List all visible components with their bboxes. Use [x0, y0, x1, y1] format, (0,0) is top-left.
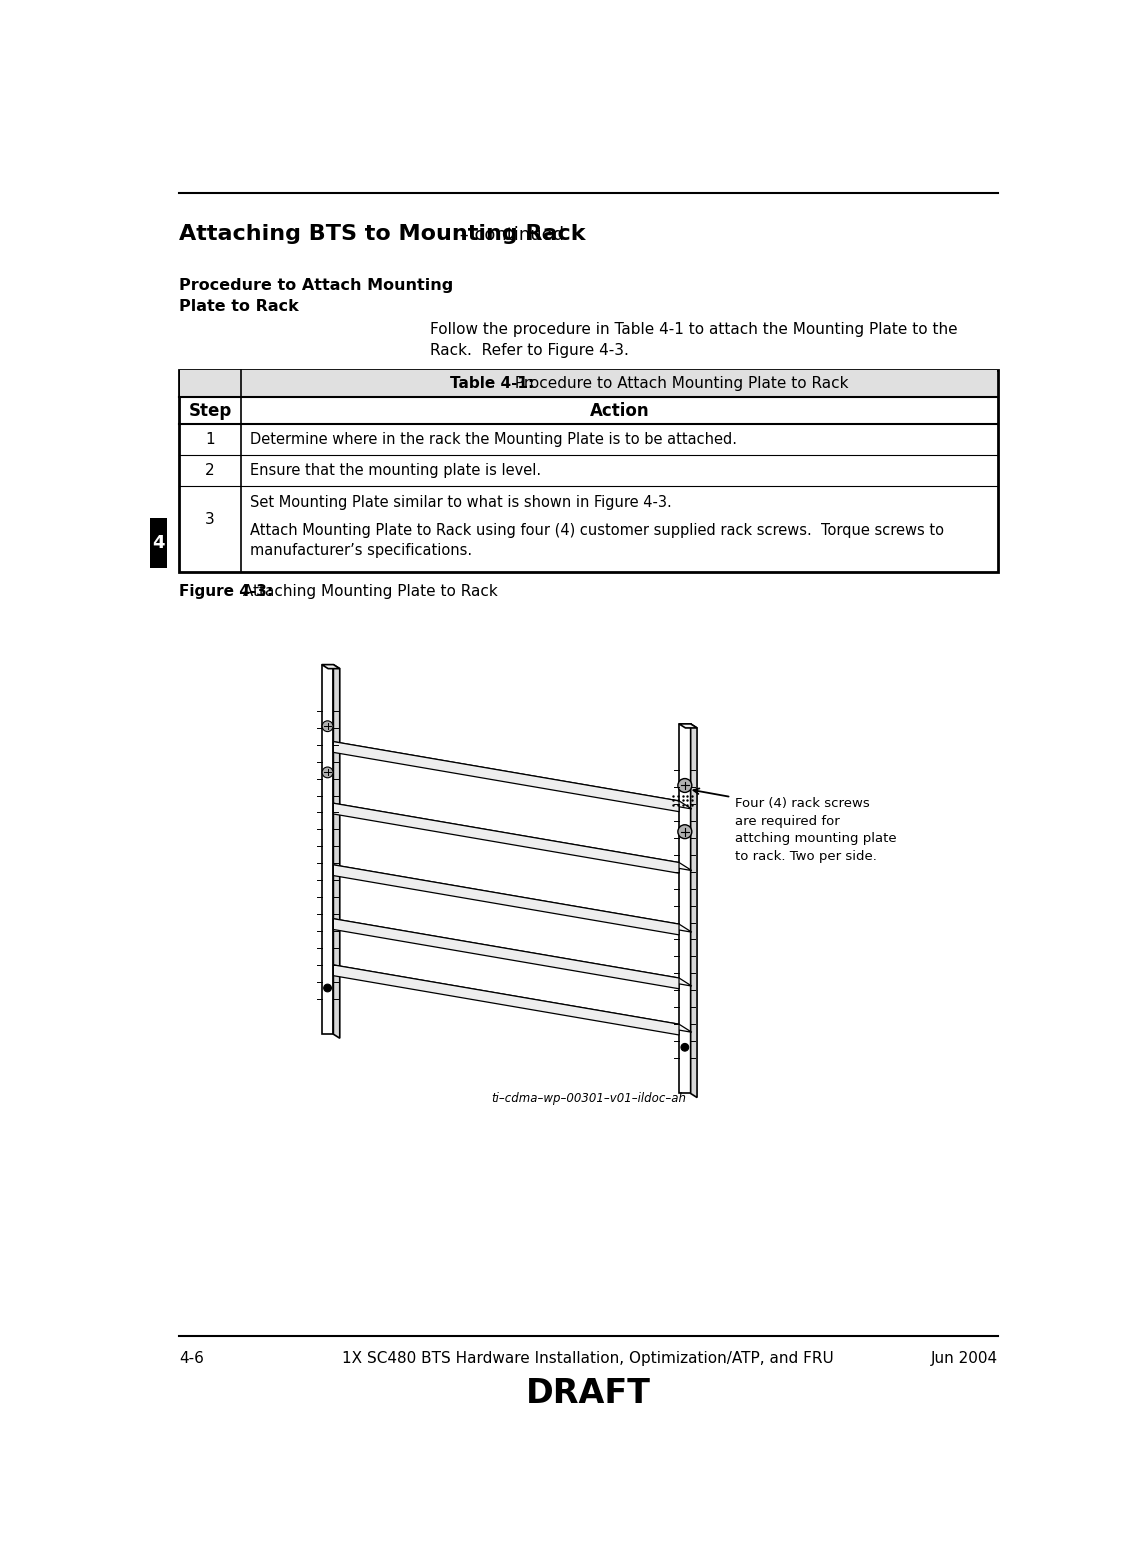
Polygon shape	[321, 665, 333, 1034]
Circle shape	[677, 825, 692, 839]
Polygon shape	[333, 864, 678, 934]
Text: Procedure to Attach Mounting Plate to Rack: Procedure to Attach Mounting Plate to Ra…	[510, 376, 848, 392]
Text: DRAFT: DRAFT	[526, 1377, 651, 1410]
Polygon shape	[321, 665, 340, 669]
Bar	[180, 370, 996, 396]
Text: ti–cdma–wp–00301–v01–ildoc–ah: ti–cdma–wp–00301–v01–ildoc–ah	[491, 1092, 685, 1104]
Text: Determine where in the rack the Mounting Plate is to be attached.: Determine where in the rack the Mounting…	[250, 432, 737, 448]
Text: Attach Mounting Plate to Rack using four (4) customer supplied rack screws.  Tor: Attach Mounting Plate to Rack using four…	[250, 523, 945, 558]
Text: Attaching Mounting Plate to Rack: Attaching Mounting Plate to Rack	[238, 583, 498, 599]
Text: 1X SC480 BTS Hardware Installation, Optimization/ATP, and FRU: 1X SC480 BTS Hardware Installation, Opti…	[342, 1351, 835, 1367]
Text: 4: 4	[152, 535, 164, 552]
Polygon shape	[333, 803, 678, 874]
Text: 2: 2	[205, 463, 215, 477]
Text: – continued: – continued	[455, 226, 565, 243]
Text: 1: 1	[205, 432, 215, 448]
Circle shape	[323, 768, 333, 778]
Polygon shape	[333, 741, 678, 811]
Polygon shape	[333, 741, 692, 810]
Polygon shape	[333, 665, 340, 1039]
Text: Attaching BTS to Mounting Rack: Attaching BTS to Mounting Rack	[179, 225, 585, 245]
Text: 3: 3	[205, 512, 215, 527]
Circle shape	[324, 984, 332, 992]
Polygon shape	[333, 919, 678, 989]
Polygon shape	[333, 919, 692, 986]
Text: Four (4) rack screws
are required for
attching mounting plate
to rack. Two per s: Four (4) rack screws are required for at…	[735, 797, 897, 863]
Bar	[149, 518, 166, 568]
Text: 4-6: 4-6	[179, 1351, 204, 1367]
Text: Procedure to Attach Mounting
Plate to Rack: Procedure to Attach Mounting Plate to Ra…	[179, 278, 453, 314]
Circle shape	[681, 1044, 689, 1051]
Bar	[179, 370, 998, 573]
Text: Table 4-1:: Table 4-1:	[450, 376, 534, 392]
Text: Jun 2004: Jun 2004	[930, 1351, 998, 1367]
Text: Action: Action	[590, 401, 649, 420]
Polygon shape	[691, 724, 697, 1098]
Polygon shape	[333, 803, 692, 870]
Text: Ensure that the mounting plate is level.: Ensure that the mounting plate is level.	[250, 463, 542, 477]
Circle shape	[323, 721, 333, 732]
Polygon shape	[333, 966, 692, 1033]
Polygon shape	[678, 724, 691, 1094]
Circle shape	[677, 778, 692, 792]
Polygon shape	[333, 966, 678, 1034]
Text: Follow the procedure in Table 4-1 to attach the Mounting Plate to the
Rack.  Ref: Follow the procedure in Table 4-1 to att…	[430, 321, 957, 357]
Text: Figure 4-3:: Figure 4-3:	[179, 583, 273, 599]
Text: Set Mounting Plate similar to what is shown in Figure 4-3.: Set Mounting Plate similar to what is sh…	[250, 495, 673, 510]
Text: Step: Step	[188, 401, 232, 420]
Polygon shape	[678, 724, 697, 729]
Polygon shape	[333, 864, 692, 933]
